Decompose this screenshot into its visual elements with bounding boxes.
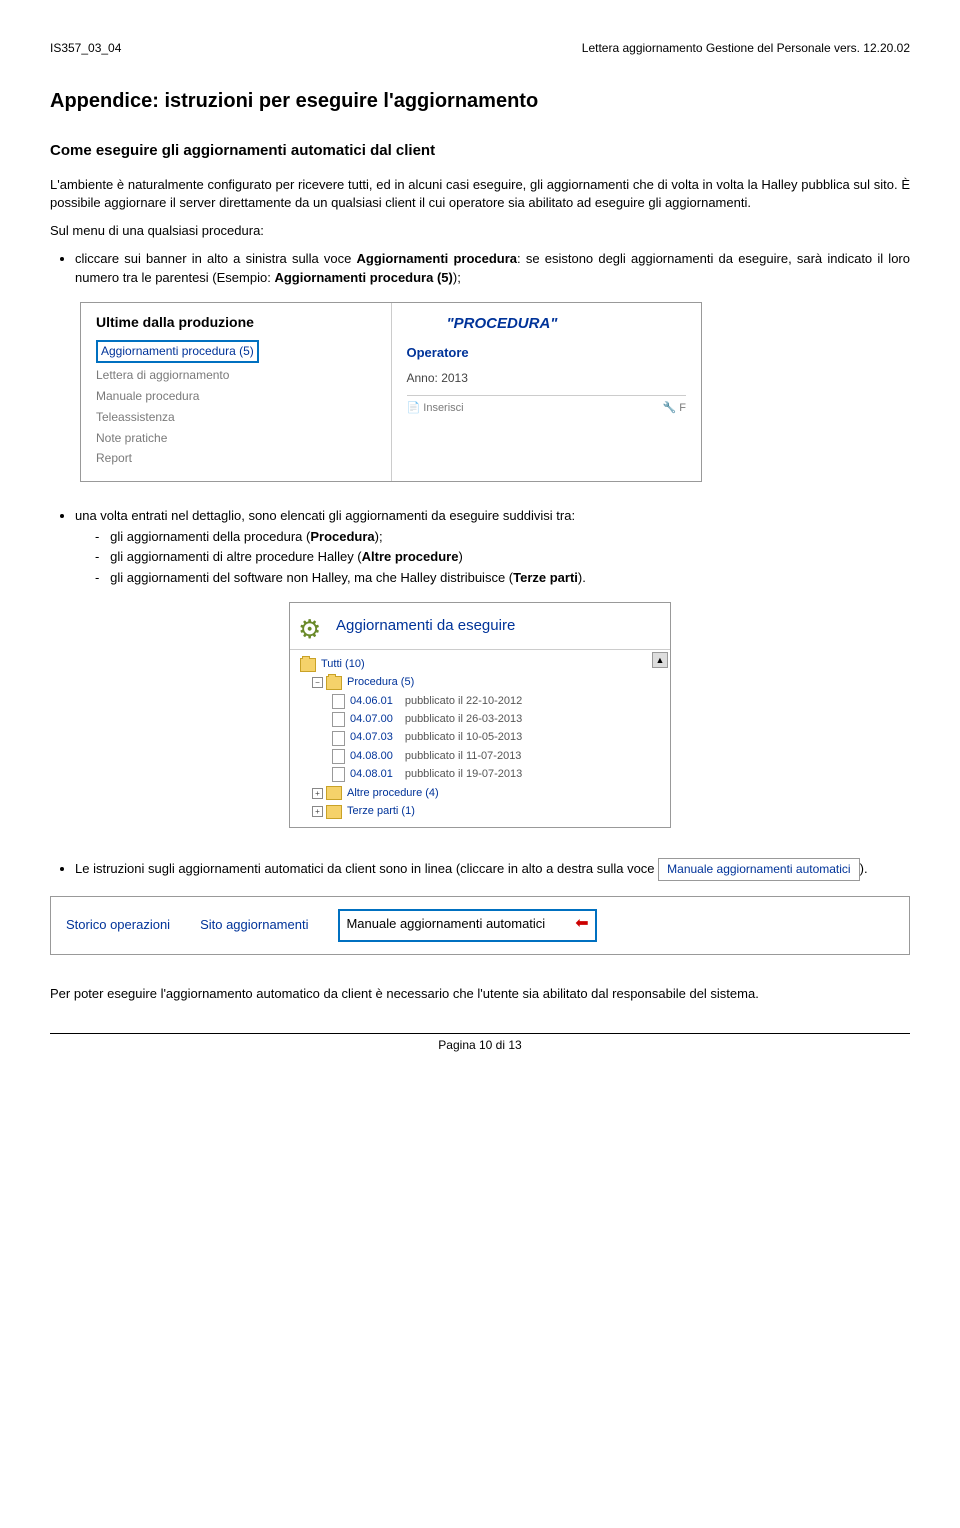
- header-left: IS357_03_04: [50, 40, 121, 57]
- screenshot-menu-right: "PROCEDURA" Operatore Anno: 2013 📄 Inser…: [391, 303, 702, 481]
- header-right: Lettera aggiornamento Gestione del Perso…: [582, 40, 910, 57]
- file-icon: [332, 749, 345, 764]
- tree-item[interactable]: 04.07.03pubblicato il 10-05-2013: [332, 729, 664, 746]
- tree-item[interactable]: 04.06.01pubblicato il 22-10-2012: [332, 693, 664, 710]
- intro-paragraph-1: L'ambiente è naturalmente configurato pe…: [50, 176, 910, 212]
- folder-icon: [326, 676, 342, 690]
- tree-folder[interactable]: + Altre procedure (4): [312, 785, 664, 802]
- sublist-item: - gli aggiornamenti di altre procedure H…: [95, 548, 910, 566]
- tree-title: Aggiornamenti da eseguire: [336, 615, 515, 636]
- tree-item[interactable]: 04.07.00pubblicato il 26-03-2013: [332, 711, 664, 728]
- menu-link[interactable]: Note pratiche: [96, 430, 376, 447]
- screenshot-tree: ⚙ Aggiornamenti da eseguire ▲ Tutti (10)…: [289, 602, 671, 829]
- scroll-up-icon[interactable]: ▲: [652, 652, 668, 668]
- file-icon: [332, 712, 345, 727]
- year-label: Anno: 2013: [407, 370, 687, 387]
- screenshot-menu-left: Ultime dalla produzione Aggiornamenti pr…: [81, 303, 391, 481]
- file-icon: [332, 731, 345, 746]
- manual-link-box[interactable]: Manuale aggiornamenti automatici: [658, 858, 859, 881]
- file-icon: [332, 767, 345, 782]
- screenshot-links: Storico operazioni Sito aggiornamenti Ma…: [50, 896, 910, 954]
- menu-link[interactable]: Manuale procedura: [96, 388, 376, 405]
- gear-icon: ⚙: [298, 611, 328, 641]
- menu-link[interactable]: Teleassistenza: [96, 409, 376, 426]
- expand-icon[interactable]: +: [312, 806, 323, 817]
- menu-link[interactable]: Report: [96, 450, 376, 467]
- folder-icon: [300, 658, 316, 672]
- tree-item[interactable]: 04.08.01pubblicato il 19-07-2013: [332, 766, 664, 783]
- bullet-3: Le istruzioni sugli aggiornamenti automa…: [75, 858, 910, 881]
- intro-paragraph-2: Sul menu di una qualsiasi procedura:: [50, 222, 910, 240]
- site-link[interactable]: Sito aggiornamenti: [200, 916, 308, 934]
- tree-item[interactable]: 04.08.00pubblicato il 11-07-2013: [332, 748, 664, 765]
- page-footer: Pagina 10 di 13: [50, 1033, 910, 1054]
- screenshot-menu: Ultime dalla produzione Aggiornamenti pr…: [80, 302, 702, 482]
- bullet-1: cliccare sui banner in alto a sinistra s…: [75, 250, 910, 286]
- folder-icon: [326, 805, 342, 819]
- history-link[interactable]: Storico operazioni: [66, 916, 170, 934]
- expand-icon[interactable]: +: [312, 788, 323, 799]
- arrow-left-icon: ⬅: [575, 913, 588, 935]
- manual-link-highlighted[interactable]: Manuale aggiornamenti automatici ⬅: [338, 909, 596, 941]
- menu-highlight-link[interactable]: Aggiornamenti procedura (5): [96, 340, 259, 363]
- closing-paragraph: Per poter eseguire l'aggiornamento autom…: [50, 985, 910, 1003]
- insert-row: 📄 Inserisci 🔧 F: [407, 395, 687, 416]
- page-title: Appendice: istruzioni per eseguire l'agg…: [50, 87, 910, 115]
- folder-icon: [326, 786, 342, 800]
- page-header: IS357_03_04 Lettera aggiornamento Gestio…: [50, 40, 910, 57]
- tree-root[interactable]: Tutti (10): [300, 656, 664, 673]
- tree-folder[interactable]: − Procedura (5): [312, 674, 664, 691]
- operator-label: Operatore: [407, 344, 687, 362]
- menu-link[interactable]: Lettera di aggiornamento: [96, 367, 376, 384]
- sublist-item: - gli aggiornamenti del software non Hal…: [95, 569, 910, 587]
- menu-left-title: Ultime dalla produzione: [96, 313, 376, 333]
- sublist-item: - gli aggiornamenti della procedura (Pro…: [95, 528, 910, 546]
- tree-header: ⚙ Aggiornamenti da eseguire: [290, 603, 670, 650]
- tree-body: ▲ Tutti (10) − Procedura (5) 04.06.01pub…: [290, 650, 670, 828]
- file-icon: [332, 694, 345, 709]
- tree-folder[interactable]: + Terze parti (1): [312, 803, 664, 820]
- procedure-label: "PROCEDURA": [447, 313, 687, 334]
- bullet-2: una volta entrati nel dettaglio, sono el…: [75, 507, 910, 587]
- page-subtitle: Come eseguire gli aggiornamenti automati…: [50, 140, 910, 161]
- collapse-icon[interactable]: −: [312, 677, 323, 688]
